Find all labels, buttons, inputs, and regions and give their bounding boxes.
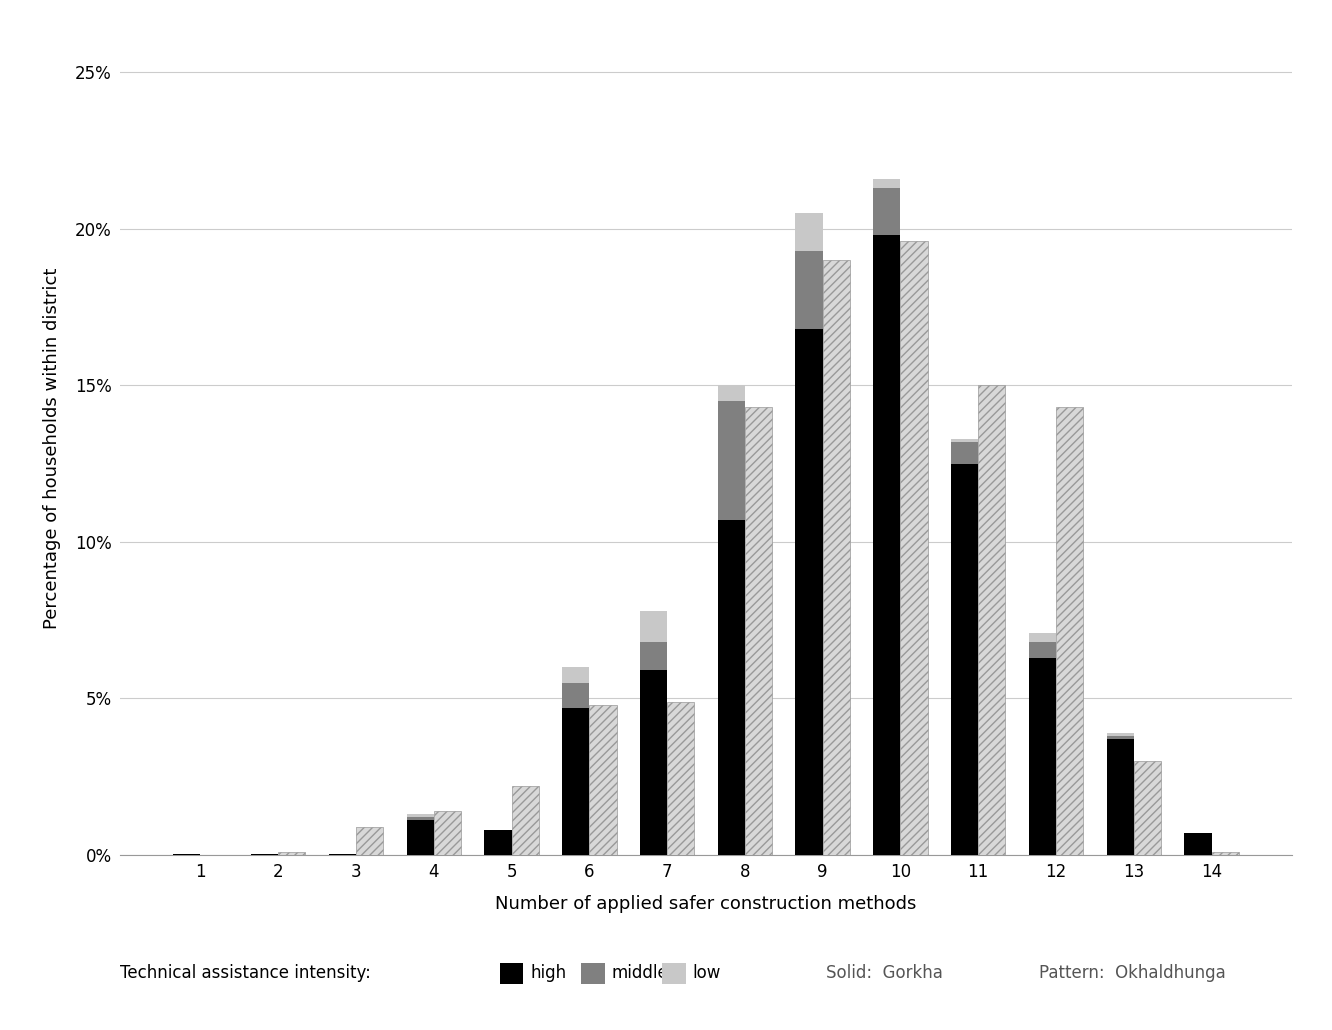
Bar: [951, 439, 978, 442]
Text: high: high: [530, 964, 566, 983]
Bar: [589, 705, 617, 855]
Bar: [718, 385, 745, 401]
Bar: [874, 235, 900, 855]
Text: middle: middle: [611, 964, 669, 983]
Bar: [1107, 733, 1134, 736]
Bar: [795, 251, 823, 330]
Bar: [951, 464, 978, 855]
Text: Solid:  Gorkha: Solid: Gorkha: [826, 964, 943, 983]
Text: low: low: [693, 964, 721, 983]
Bar: [874, 179, 900, 188]
Bar: [718, 401, 745, 520]
Bar: [874, 188, 900, 235]
Bar: [1107, 740, 1134, 855]
Bar: [978, 385, 1006, 855]
Bar: [745, 407, 773, 855]
Bar: [356, 827, 384, 855]
Bar: [562, 708, 589, 855]
Bar: [1028, 658, 1056, 855]
Bar: [1028, 642, 1056, 658]
Bar: [639, 642, 667, 671]
Bar: [1134, 761, 1162, 855]
Bar: [278, 852, 305, 855]
Bar: [1056, 407, 1083, 855]
Bar: [1107, 736, 1134, 740]
Bar: [718, 520, 745, 855]
Bar: [562, 667, 589, 683]
Bar: [795, 330, 823, 855]
Bar: [485, 830, 511, 855]
Text: Pattern:  Okhaldhunga: Pattern: Okhaldhunga: [1039, 964, 1225, 983]
Bar: [406, 821, 434, 855]
Text: Technical assistance intensity:: Technical assistance intensity:: [120, 964, 370, 983]
Bar: [562, 683, 589, 708]
Bar: [434, 811, 461, 855]
Bar: [667, 701, 694, 855]
Bar: [511, 786, 538, 855]
Bar: [795, 213, 823, 251]
Bar: [1184, 833, 1212, 855]
Bar: [406, 814, 434, 818]
Y-axis label: Percentage of households within district: Percentage of households within district: [43, 268, 61, 628]
Bar: [951, 442, 978, 464]
X-axis label: Number of applied safer construction methods: Number of applied safer construction met…: [496, 895, 916, 914]
Bar: [639, 611, 667, 642]
Bar: [1028, 632, 1056, 642]
Bar: [406, 818, 434, 821]
Bar: [823, 261, 850, 855]
Bar: [900, 241, 927, 855]
Bar: [1212, 852, 1239, 855]
Bar: [639, 671, 667, 855]
